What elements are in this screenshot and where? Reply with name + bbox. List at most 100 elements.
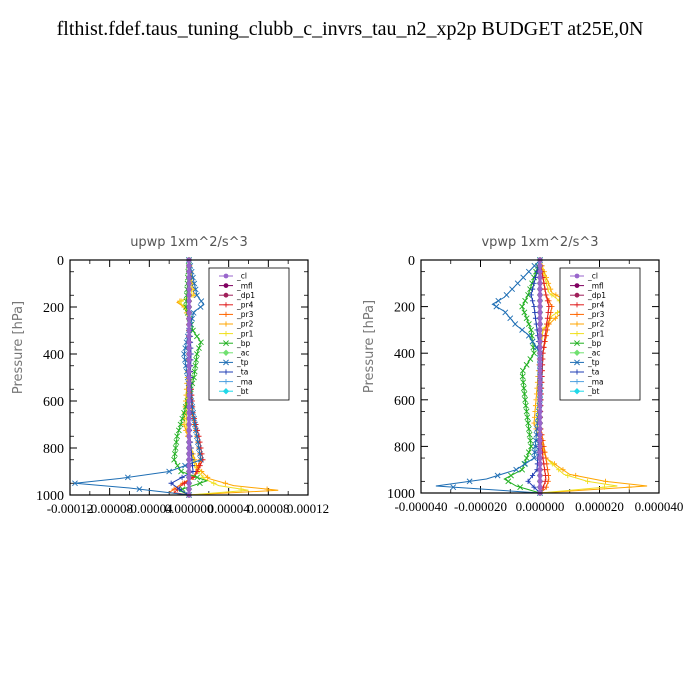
legend-label: _pr1 — [587, 329, 605, 338]
marker-point — [531, 280, 537, 286]
plot-frame — [420, 259, 660, 494]
legend-item: _dp1 — [219, 291, 255, 300]
marker-point — [171, 450, 178, 457]
marker-point — [537, 432, 543, 438]
y-axis-label: Pressure [hPa] — [362, 300, 377, 393]
legend-label: _ma — [236, 377, 253, 386]
marker-point — [545, 309, 551, 316]
marker-point — [525, 321, 532, 327]
marker-point — [186, 345, 192, 351]
marker-point — [191, 280, 198, 287]
legend: _cl_mfl_dp1_pr4_pr3_pr2_pr1_bp_ac_tp_ta_… — [559, 267, 641, 401]
marker-point — [554, 309, 561, 316]
marker-point — [574, 321, 580, 327]
legend-item: _ma — [219, 377, 253, 386]
legend-label: _pr4 — [587, 301, 605, 310]
marker-point — [537, 362, 543, 368]
marker-point — [525, 449, 532, 456]
marker-point — [524, 414, 531, 421]
marker-point — [186, 357, 192, 363]
marker-point — [523, 408, 530, 415]
legend-item: _cl — [219, 272, 247, 281]
marker-point — [494, 472, 501, 479]
marker-point — [195, 439, 201, 446]
marker-point — [574, 359, 580, 366]
marker-point — [531, 350, 537, 357]
marker-point — [525, 332, 532, 339]
marker-point — [537, 449, 543, 455]
marker-point — [186, 480, 192, 486]
marker-point — [537, 409, 543, 414]
y-tick-label: 200 — [43, 301, 64, 316]
marker-point — [531, 455, 537, 461]
marker-point — [532, 437, 539, 444]
marker-point — [574, 379, 580, 385]
marker-point — [537, 391, 543, 397]
marker-point — [124, 474, 131, 481]
marker-point — [537, 310, 543, 315]
legend-label: _bp — [587, 339, 602, 348]
marker-point — [537, 286, 543, 292]
marker-point — [573, 349, 581, 356]
legend-label: _tp — [587, 358, 600, 367]
series-tp — [72, 257, 205, 498]
marker-point — [186, 445, 192, 451]
legend-item: _pr1 — [570, 329, 605, 338]
marker-point — [525, 268, 532, 275]
marker-point — [512, 321, 519, 327]
marker-point — [542, 472, 549, 479]
marker-point — [177, 421, 184, 428]
legend-item: _ma — [570, 377, 604, 386]
marker-point — [174, 433, 181, 440]
marker-point — [521, 309, 528, 316]
marker-point — [544, 321, 550, 327]
series-cl — [537, 257, 543, 496]
marker-point — [166, 468, 173, 475]
marker-point — [186, 457, 192, 463]
legend-item: _pr1 — [219, 329, 254, 338]
marker-point — [186, 404, 192, 410]
marker-point — [528, 443, 534, 450]
marker-point — [192, 362, 199, 369]
marker-point — [502, 309, 509, 316]
marker-point — [186, 322, 192, 328]
marker-point — [223, 273, 229, 279]
legend-item: _ta — [570, 368, 599, 377]
x-tick-label: 0.00004 — [208, 501, 251, 516]
marker-point — [197, 456, 204, 463]
marker-point — [186, 298, 192, 304]
x-tick-label: 0.00008 — [247, 501, 289, 516]
marker-point — [532, 443, 539, 450]
marker-point — [519, 466, 526, 473]
marker-point — [585, 478, 591, 484]
x-tick-label: 0.000000 — [165, 501, 214, 516]
marker-point — [186, 269, 192, 275]
marker-point — [264, 486, 270, 492]
marker-point — [192, 421, 198, 428]
marker-point — [181, 351, 187, 357]
marker-point — [194, 333, 200, 340]
legend-item: _bp — [570, 339, 602, 348]
marker-point — [186, 286, 192, 292]
marker-point — [186, 386, 192, 392]
marker-point — [531, 449, 538, 456]
marker-point — [574, 311, 580, 317]
legend-item: _tp — [570, 358, 600, 367]
marker-point — [191, 374, 197, 381]
legend-label: _cl — [236, 272, 247, 281]
marker-point — [507, 315, 514, 322]
marker-point — [525, 426, 532, 432]
marker-point — [573, 472, 579, 479]
y-tick-label: 600 — [394, 394, 415, 409]
marker-point — [186, 433, 192, 439]
marker-point — [198, 298, 205, 305]
marker-point — [574, 292, 580, 298]
legend-label: _mfl — [587, 281, 604, 290]
marker-point — [537, 426, 543, 432]
marker-point — [186, 392, 192, 398]
marker-point — [523, 315, 530, 322]
marker-point — [197, 463, 203, 469]
marker-point — [194, 351, 200, 357]
marker-point — [186, 310, 192, 316]
marker-point — [523, 361, 530, 368]
